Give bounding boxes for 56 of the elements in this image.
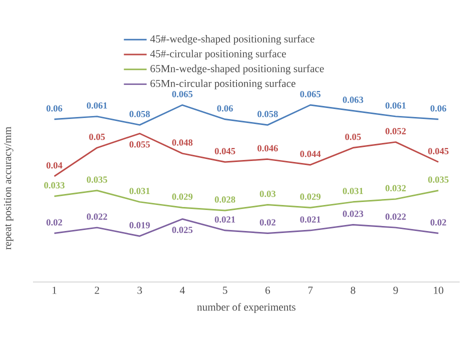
data-label: 0.021: [300, 216, 320, 223]
x-tick-label: 6: [265, 286, 270, 294]
data-label: 0.044: [300, 150, 321, 158]
x-tick-label: 9: [393, 286, 398, 294]
x-tick-label: 10: [434, 286, 444, 294]
x-tick-label: 5: [222, 286, 228, 294]
data-label: 0.065: [300, 90, 321, 98]
x-tick-label: 2: [94, 286, 100, 294]
x-tick-label: 1: [52, 286, 56, 294]
data-label: 0.02: [260, 219, 276, 226]
data-label: 0.035: [428, 176, 449, 183]
data-label: 0.02: [430, 219, 446, 226]
data-label: 0.031: [130, 188, 150, 194]
data-label: 0.019: [130, 222, 150, 228]
data-label: 0.029: [300, 194, 321, 200]
legend-label: 65Mn-wedge-shaped positioning surface: [150, 64, 324, 74]
data-label: 0.028: [214, 196, 236, 203]
x-tick-label: 3: [138, 286, 142, 294]
data-label: 0.061: [86, 102, 108, 109]
data-label: 0.055: [130, 141, 150, 148]
data-label: 0.052: [386, 128, 406, 134]
legend-label: 65Mn-circular positioning surface: [150, 79, 296, 90]
data-label: 0.063: [342, 96, 364, 103]
x-tick-label: 8: [350, 286, 356, 294]
y-axis-title: repeat position accuracy/mm: [4, 126, 14, 250]
data-label: 0.03: [260, 190, 276, 198]
data-label: 0.021: [214, 216, 236, 223]
data-label: 0.065: [172, 90, 192, 98]
legend-label: 45#-circular positioning surface: [150, 50, 286, 60]
data-label: 0.032: [386, 184, 406, 192]
data-label: 0.06: [46, 105, 62, 112]
data-label: 0.033: [44, 182, 65, 188]
data-label: 0.058: [130, 110, 150, 118]
data-label: 0.045: [214, 148, 236, 154]
data-label: 0.045: [428, 148, 449, 154]
data-label: 0.061: [386, 102, 406, 109]
data-label: 0.046: [258, 145, 278, 152]
data-label: 0.023: [342, 210, 364, 217]
data-label: 0.035: [86, 176, 108, 183]
data-label: 0.031: [342, 188, 364, 194]
x-tick-label: 4: [180, 286, 185, 294]
data-label: 0.06: [217, 105, 233, 112]
data-label: 0.022: [86, 213, 108, 220]
data-label: 0.02: [46, 219, 62, 226]
data-label: 0.025: [172, 226, 192, 234]
legend-label: 45#-wedge-shaped positioning surface: [150, 34, 314, 45]
data-label: 0.05: [345, 134, 361, 140]
x-tick-label: 7: [308, 286, 313, 294]
data-label: 0.04: [46, 162, 62, 169]
data-label: 0.058: [258, 110, 278, 118]
data-label: 0.022: [386, 213, 406, 220]
x-axis-title: number of experiments: [197, 303, 296, 313]
data-label: 0.048: [172, 139, 193, 146]
data-label: 0.029: [172, 194, 192, 200]
data-label: 0.06: [430, 105, 446, 112]
data-label: 0.05: [89, 134, 105, 140]
